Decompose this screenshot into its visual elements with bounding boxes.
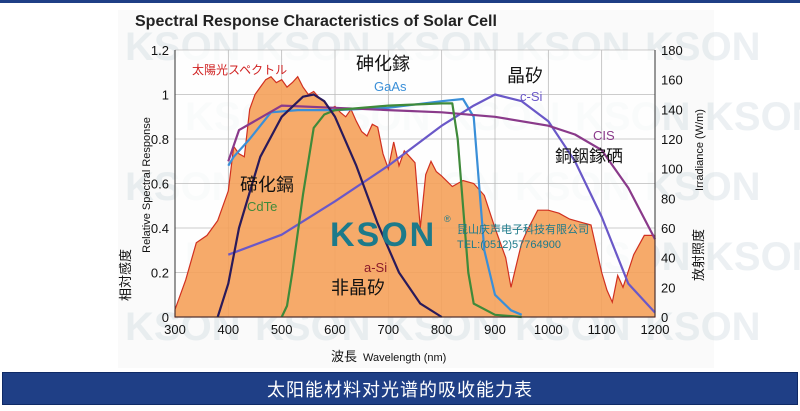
y-tick-label: 0 [162, 310, 169, 325]
y-axis-label-cn: 相対感度 [118, 249, 134, 301]
y2-axis-label: Irradiance (W/m) [694, 109, 706, 191]
chart-title: Spectral Response Characteristics of Sol… [135, 13, 497, 30]
x-tick-label: 300 [164, 322, 186, 337]
watermark-text: KSON [705, 235, 800, 279]
watermark-text: KSON [645, 305, 761, 349]
series-line-c-si [227, 93, 656, 314]
company-phone: TEL:(0512)57764900 [457, 239, 561, 251]
csi-label-cn: 晶矽 [507, 66, 543, 87]
series-line-gaas [227, 97, 523, 316]
y-tick-label: 0.2 [151, 266, 169, 281]
x-axis-label-cn: 波長 [331, 350, 357, 365]
x-tick-label: 500 [271, 322, 293, 337]
y-tick-label: 0.4 [151, 221, 169, 236]
x-tick-label: 600 [324, 322, 346, 337]
cis-label: CIS [593, 128, 615, 143]
watermark-text: KSON [645, 165, 761, 209]
y2-tick-label: 20 [661, 280, 675, 295]
y-tick-label: 0.8 [151, 132, 169, 147]
registered-mark: ® [444, 214, 451, 224]
y2-tick-label: 160 [661, 73, 683, 88]
plot-layer [174, 49, 656, 319]
x-axis-label: Wavelength (nm) [363, 352, 446, 364]
gaas-label: GaAs [374, 79, 407, 94]
y2-tick-label: 80 [661, 191, 675, 206]
y-axis-label-cn-group: 相対感度 [118, 249, 134, 301]
y-axis-label: Relative Spectral Response [141, 117, 153, 253]
csi-label: c-Si [520, 89, 543, 104]
cis-label-cn: 銅銦鎵硒 [555, 147, 623, 167]
cdte-label: CdTe [247, 199, 277, 214]
y2-axis-label-group: Irradiance (W/m) [694, 109, 706, 191]
y2-tick-label: 140 [661, 102, 683, 117]
y2-tick-label: 0 [661, 310, 668, 325]
x-tick-label: 1100 [588, 322, 616, 337]
series-line-cdte [280, 102, 522, 319]
y2-tick-label: 180 [661, 43, 683, 58]
asi-label: a-Si [364, 260, 387, 275]
caption-text: 太阳能材料对光谱的吸收能力表 [267, 379, 533, 401]
x-tick-label: 1200 [641, 322, 670, 337]
caption-bar: 太阳能材料对光谱的吸收能力表 [2, 372, 798, 405]
y-tick-label: 0.6 [151, 177, 169, 192]
y2-axis-label-cn: 放射照度 [691, 229, 707, 281]
company-name: 昆山庆声电子科技有限公司 [457, 222, 589, 236]
gaas-label-cn: 砷化鎵 [356, 54, 410, 75]
spectral-response-chart: KSONKSONKSONKSONKSONKSONKSONKSONKSONKSON… [118, 13, 800, 365]
top-border-line [0, 0, 800, 3]
series-line-a-si [216, 93, 443, 318]
watermark-text: KSON [645, 25, 761, 69]
y2-tick-label: 40 [661, 251, 675, 266]
spectrum-label: 太陽光スペクトル [192, 62, 287, 77]
y2-tick-label: 60 [661, 221, 675, 236]
y-tick-label: 1 [162, 88, 169, 103]
x-tick-label: 400 [217, 322, 239, 337]
kson-logo: KSON ® 昆山庆声电子科技有限公司 TEL:(0512)57764900 [330, 214, 589, 254]
axes-layer: 300 400 500 600 700 800 900 1000 1100 120000.20.4… [151, 43, 683, 337]
series-line-cis [227, 104, 656, 240]
asi-label-cn: 非晶矽 [331, 278, 385, 299]
cdte-label-cn: 碲化鎘 [240, 175, 294, 196]
y2-tick-label: 120 [661, 132, 683, 147]
kson-logo-text: KSON [330, 216, 436, 254]
y-axis-label-group: Relative Spectral Response [141, 117, 153, 253]
x-tick-label: 900 [484, 322, 506, 337]
y2-tick-label: 100 [661, 162, 683, 177]
y-tick-label: 1.2 [151, 43, 169, 58]
x-tick-label: 700 [377, 322, 399, 337]
x-tick-label: 800 [431, 322, 453, 337]
watermark-text: KSON [705, 95, 800, 139]
y2-axis-label-cn-group: 放射照度 [691, 229, 707, 281]
x-tick-label: 1000 [534, 322, 563, 337]
